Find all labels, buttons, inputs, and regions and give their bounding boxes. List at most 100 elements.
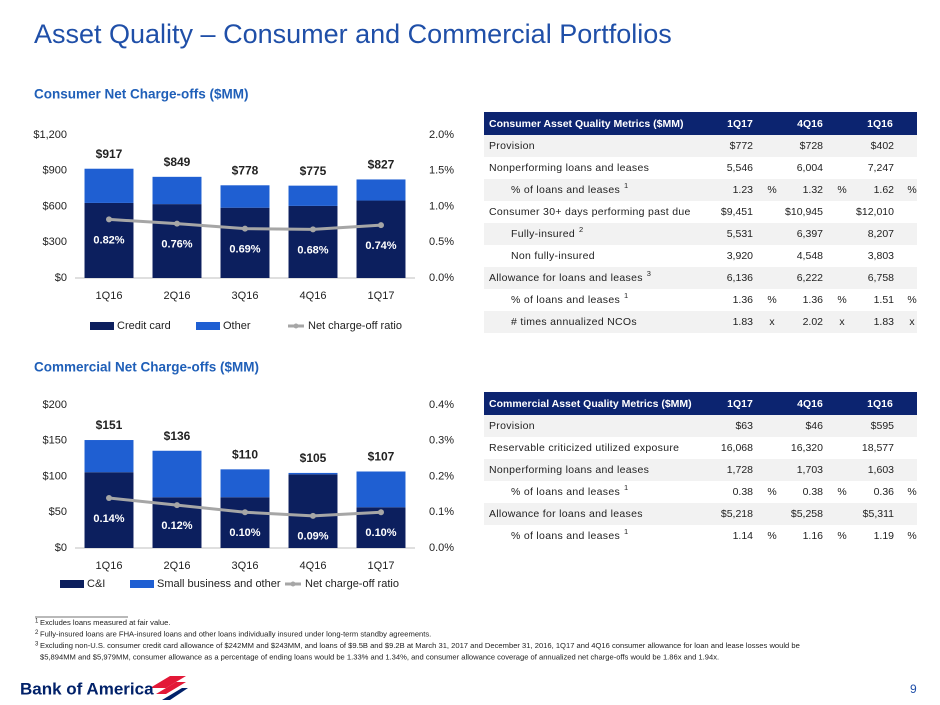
- table-header: [484, 112, 917, 135]
- row-band: [484, 179, 917, 201]
- cell-unit: %: [907, 294, 916, 306]
- column-header: 1Q17: [727, 118, 753, 130]
- x-tick-label: 2Q16: [164, 290, 191, 302]
- cell-value: $5,311: [863, 508, 894, 520]
- cell-value: 0.38: [733, 486, 754, 498]
- row-label: Fully-insured 2: [511, 225, 584, 240]
- y-tick-label: $100: [43, 470, 67, 482]
- logo-flag: [150, 676, 188, 700]
- ratio-label: 0.82%: [93, 234, 124, 246]
- legend-swatch: [290, 581, 296, 587]
- cell-value: 6,758: [868, 272, 894, 284]
- cell-value: 1.14: [733, 530, 754, 542]
- chart-title: Consumer Net Charge-offs ($MM): [34, 87, 249, 102]
- legend-label: Net charge-off ratio: [308, 320, 402, 332]
- row-label-text: Provision: [489, 420, 535, 432]
- cell-value: 6,222: [797, 272, 823, 284]
- total-label: $110: [232, 448, 258, 462]
- cell-value: 5,531: [727, 228, 753, 240]
- row-band: [484, 459, 917, 481]
- bar: [84, 202, 134, 278]
- cell-value: $5,218: [721, 508, 753, 520]
- legend-label: Other: [223, 320, 251, 332]
- row-label-text: Reservable criticized utilized exposure: [489, 442, 679, 454]
- footnote-text: Excluding non-U.S. consumer credit card …: [40, 641, 800, 650]
- cell-value: $46: [805, 420, 823, 432]
- bar: [152, 176, 202, 205]
- row-band: [484, 503, 917, 525]
- legend-swatch: [90, 322, 114, 330]
- cell-value: 0.38: [803, 486, 824, 498]
- row-label: % of loans and leases 1: [511, 181, 629, 196]
- cell-value: $10,945: [785, 206, 823, 218]
- cell-value: 2.02: [803, 316, 824, 328]
- row-label: % of loans and leases 1: [511, 483, 629, 498]
- footnote-mark: 1: [35, 619, 39, 625]
- bar: [220, 207, 270, 278]
- page-number: 9: [910, 682, 917, 696]
- y-tick-label: $0: [55, 542, 67, 554]
- y2-tick-label: 2.0%: [429, 129, 454, 141]
- row-label-text: % of loans and leases: [511, 294, 620, 306]
- cell-unit: %: [767, 530, 776, 542]
- y-tick-label: $0: [55, 272, 67, 284]
- cell-value: $63: [735, 420, 753, 432]
- bar: [356, 471, 406, 508]
- bar: [84, 440, 134, 473]
- cell-value: 1.36: [803, 294, 824, 306]
- row-label: % of loans and leases 1: [511, 291, 629, 306]
- bar: [152, 204, 202, 278]
- row-label: Provision: [489, 140, 535, 152]
- total-label: $827: [368, 158, 395, 172]
- row-label-text: % of loans and leases: [511, 530, 620, 542]
- legend-swatch: [60, 580, 84, 588]
- cell-value: 16,320: [791, 442, 823, 454]
- legend-swatch: [293, 323, 299, 329]
- bar: [152, 450, 202, 498]
- ratio-label: 0.14%: [93, 513, 124, 525]
- row-label-text: Allowance for loans and leases: [489, 272, 643, 284]
- footnote-mark: 2: [35, 630, 39, 636]
- footnote-text: Excludes loans measured at fair value.: [40, 618, 170, 627]
- cell-unit: %: [837, 294, 846, 306]
- ratio-marker: [378, 509, 384, 516]
- legend-swatch: [130, 580, 154, 588]
- footnote-text: $5,894MM and $5,979MM, consumer allowanc…: [40, 653, 719, 662]
- ratio-label: 0.10%: [365, 527, 396, 539]
- row-label-text: Fully-insured: [511, 228, 575, 240]
- y2-tick-label: 0.4%: [429, 399, 454, 411]
- column-header: 4Q16: [797, 398, 823, 410]
- row-label: Allowance for loans and leases: [489, 508, 643, 520]
- cell-unit: %: [907, 486, 916, 498]
- chart-title: Commercial Net Charge-offs ($MM): [34, 360, 259, 375]
- x-tick-label: 3Q16: [232, 290, 259, 302]
- ratio-label: 0.76%: [161, 239, 192, 251]
- row-note: 1: [624, 483, 628, 492]
- row-band: [484, 267, 917, 289]
- total-label: $778: [232, 163, 259, 177]
- y-tick-label: $1,200: [33, 129, 67, 141]
- column-header: 1Q16: [867, 118, 893, 130]
- cell-value: $728: [800, 140, 824, 152]
- cell-value: 1,728: [727, 464, 753, 476]
- bar: [288, 472, 338, 475]
- y2-tick-label: 1.5%: [429, 165, 454, 177]
- bar: [288, 205, 338, 278]
- ratio-marker: [242, 225, 248, 232]
- cell-value: 1.83: [874, 316, 895, 328]
- row-label-text: Nonperforming loans and leases: [489, 162, 649, 174]
- ratio-label: 0.68%: [297, 244, 328, 256]
- row-label: Non fully-insured: [511, 250, 595, 262]
- bar: [220, 185, 270, 208]
- total-label: $917: [96, 147, 123, 161]
- cell-unit: x: [839, 316, 845, 328]
- cell-unit: %: [767, 294, 776, 306]
- cell-value: 3,920: [727, 250, 753, 262]
- row-label: Provision: [489, 420, 535, 432]
- legend-label: Net charge-off ratio: [305, 578, 399, 590]
- row-label: Nonperforming loans and leases: [489, 162, 649, 174]
- cell-value: 1,703: [797, 464, 823, 476]
- cell-value: 0.36: [874, 486, 895, 498]
- cell-value: 1.23: [733, 184, 754, 196]
- y2-tick-label: 0.1%: [429, 506, 454, 518]
